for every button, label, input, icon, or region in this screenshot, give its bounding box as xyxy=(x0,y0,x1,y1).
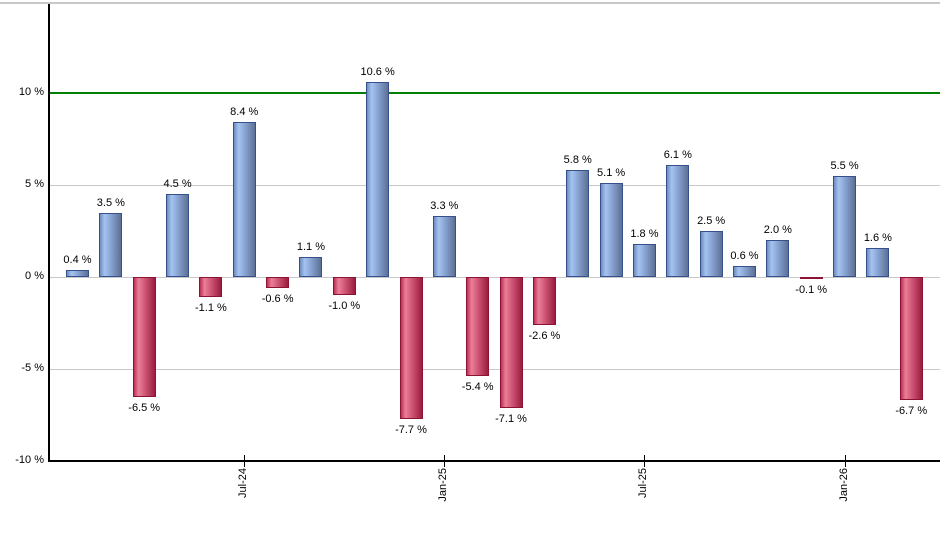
negative-return-bar xyxy=(132,277,156,397)
positive-return-bar xyxy=(666,165,690,277)
y-axis-tick-label: 0 % xyxy=(25,270,44,282)
bar-value-label: -5.4 % xyxy=(461,381,494,393)
bar-value-label: -0.6 % xyxy=(261,293,294,305)
negative-return-bar xyxy=(199,277,223,297)
bar-value-label: 0.4 % xyxy=(63,254,92,266)
x-axis-tick xyxy=(444,455,446,467)
positive-return-bar xyxy=(866,248,890,277)
positive-return-bar xyxy=(833,176,857,277)
positive-return-bar xyxy=(599,183,623,277)
negative-return-bar xyxy=(499,277,523,408)
bar-value-label: -1.0 % xyxy=(328,300,361,312)
bar-value-label: 1.8 % xyxy=(630,228,659,240)
positive-return-bar xyxy=(733,266,756,277)
positive-return-bar xyxy=(299,257,323,277)
negative-return-bar xyxy=(332,277,356,295)
bar-value-label: 5.8 % xyxy=(563,154,592,166)
bar-value-label: 10.6 % xyxy=(360,66,395,78)
x-axis-tick-label: Jan-25 xyxy=(437,468,450,502)
positive-return-bar xyxy=(232,122,256,277)
bar-value-label: -0.1 % xyxy=(795,284,828,296)
y-gridline xyxy=(48,185,940,186)
x-axis-tick-label: Jul-25 xyxy=(637,468,650,498)
positive-return-bar xyxy=(699,231,723,277)
positive-return-bar xyxy=(766,240,790,277)
negative-return-bar xyxy=(799,277,823,279)
y-axis-tick-label: -10 % xyxy=(15,454,44,466)
threshold-line-10pct xyxy=(48,92,940,94)
bar-value-label: -7.1 % xyxy=(495,413,527,425)
x-axis-line xyxy=(48,460,940,462)
positive-return-bar xyxy=(432,216,456,277)
negative-return-bar xyxy=(266,277,290,288)
bar-value-label: -7.7 % xyxy=(395,424,427,436)
negative-return-bar xyxy=(532,277,556,325)
y-axis-tick-label: 5 % xyxy=(25,178,44,190)
y-gridline xyxy=(48,369,940,370)
positive-return-bar xyxy=(632,244,656,277)
bar-value-label: 4.5 % xyxy=(163,178,192,190)
bar-value-label: -6.5 % xyxy=(128,402,161,414)
bar-value-label: 2.0 % xyxy=(763,224,792,236)
bar-value-label: 2.5 % xyxy=(697,215,726,227)
bar-value-label: 8.4 % xyxy=(230,106,259,118)
positive-return-bar xyxy=(99,213,123,277)
negative-return-bar xyxy=(399,277,423,419)
bar-value-label: -1.1 % xyxy=(194,302,227,314)
positive-return-bar xyxy=(566,170,590,277)
x-axis-tick xyxy=(244,455,246,467)
bar-value-label: 1.1 % xyxy=(296,241,325,253)
negative-return-bar xyxy=(899,277,923,400)
y-axis-tick-label: 10 % xyxy=(18,86,44,98)
positive-return-bar xyxy=(66,270,89,277)
bar-value-label: 6.1 % xyxy=(663,149,692,161)
bar-value-label: 0.6 % xyxy=(730,250,759,262)
plot-top-border xyxy=(0,2,940,4)
bar-value-label: 3.5 % xyxy=(96,197,125,209)
x-axis-tick-label: Jul-24 xyxy=(237,468,250,498)
negative-return-bar xyxy=(466,277,490,376)
bar-value-label: -2.6 % xyxy=(528,330,561,342)
bar-value-label: 5.5 % xyxy=(830,160,859,172)
positive-return-bar xyxy=(166,194,190,277)
bar-value-label: -6.7 % xyxy=(895,405,928,417)
bar-value-label: 5.1 % xyxy=(597,167,626,179)
positive-return-bar xyxy=(366,82,390,277)
bar-value-label: 1.6 % xyxy=(863,232,892,244)
y-axis-line xyxy=(48,2,50,461)
y-gridline xyxy=(48,277,940,278)
x-axis-tick xyxy=(644,455,646,467)
y-axis-tick-label: -5 % xyxy=(21,362,44,374)
bar-value-label: 3.3 % xyxy=(430,200,459,212)
x-axis-tick-label: Jan-26 xyxy=(837,468,850,502)
x-axis-tick xyxy=(844,455,846,467)
